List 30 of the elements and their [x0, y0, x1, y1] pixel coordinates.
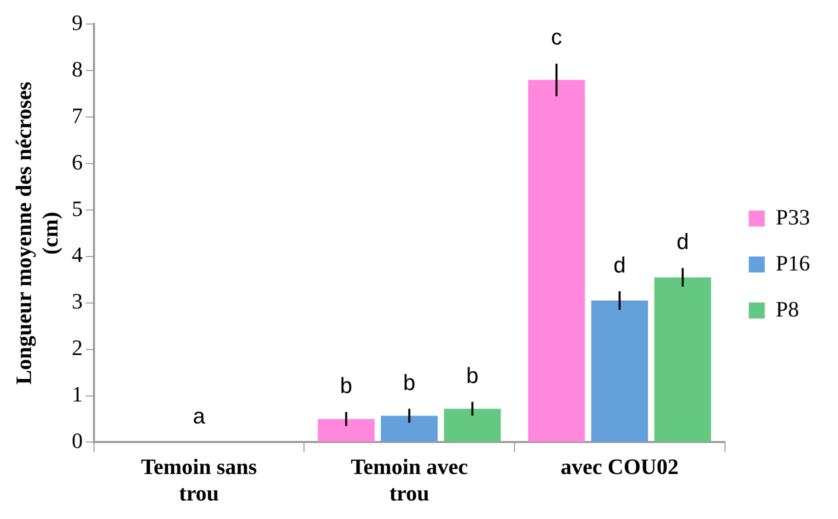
y-tick-label: 4: [72, 242, 83, 268]
y-tick-label: 2: [72, 335, 83, 360]
x-tick-label: avec COU02: [560, 454, 679, 480]
legend-label: P16: [776, 250, 810, 276]
bar: [528, 80, 585, 442]
y-tick-label: 7: [72, 102, 83, 128]
x-tick-label: Temoin sans trou: [140, 454, 258, 506]
y-tick-label: 9: [72, 10, 83, 35]
bar: [318, 418, 375, 442]
data-label: b: [466, 362, 479, 388]
y-tick-label: 6: [72, 149, 83, 174]
bar: [654, 277, 712, 442]
y-tick-label: 0: [72, 428, 83, 453]
y-tick-label: 3: [72, 288, 83, 314]
x-tick-label: Temoin avec trou: [350, 454, 468, 506]
bar: [444, 408, 501, 442]
data-label: d: [676, 229, 689, 254]
bar: [380, 416, 438, 442]
data-label: b: [340, 373, 352, 398]
data-label: b: [403, 370, 416, 395]
legend-label: P33: [776, 204, 810, 230]
y-tick-label: 8: [72, 56, 83, 82]
y-axis-title: Longueur moyenne des nécroses (cm): [10, 81, 62, 385]
data-label: a: [192, 403, 206, 428]
y-tick-label: 1: [72, 382, 83, 407]
data-label: d: [613, 252, 626, 278]
data-label: c: [551, 24, 562, 50]
y-tick-label: 5: [72, 196, 83, 221]
bar: [591, 300, 648, 442]
legend-label: P8: [776, 296, 800, 322]
